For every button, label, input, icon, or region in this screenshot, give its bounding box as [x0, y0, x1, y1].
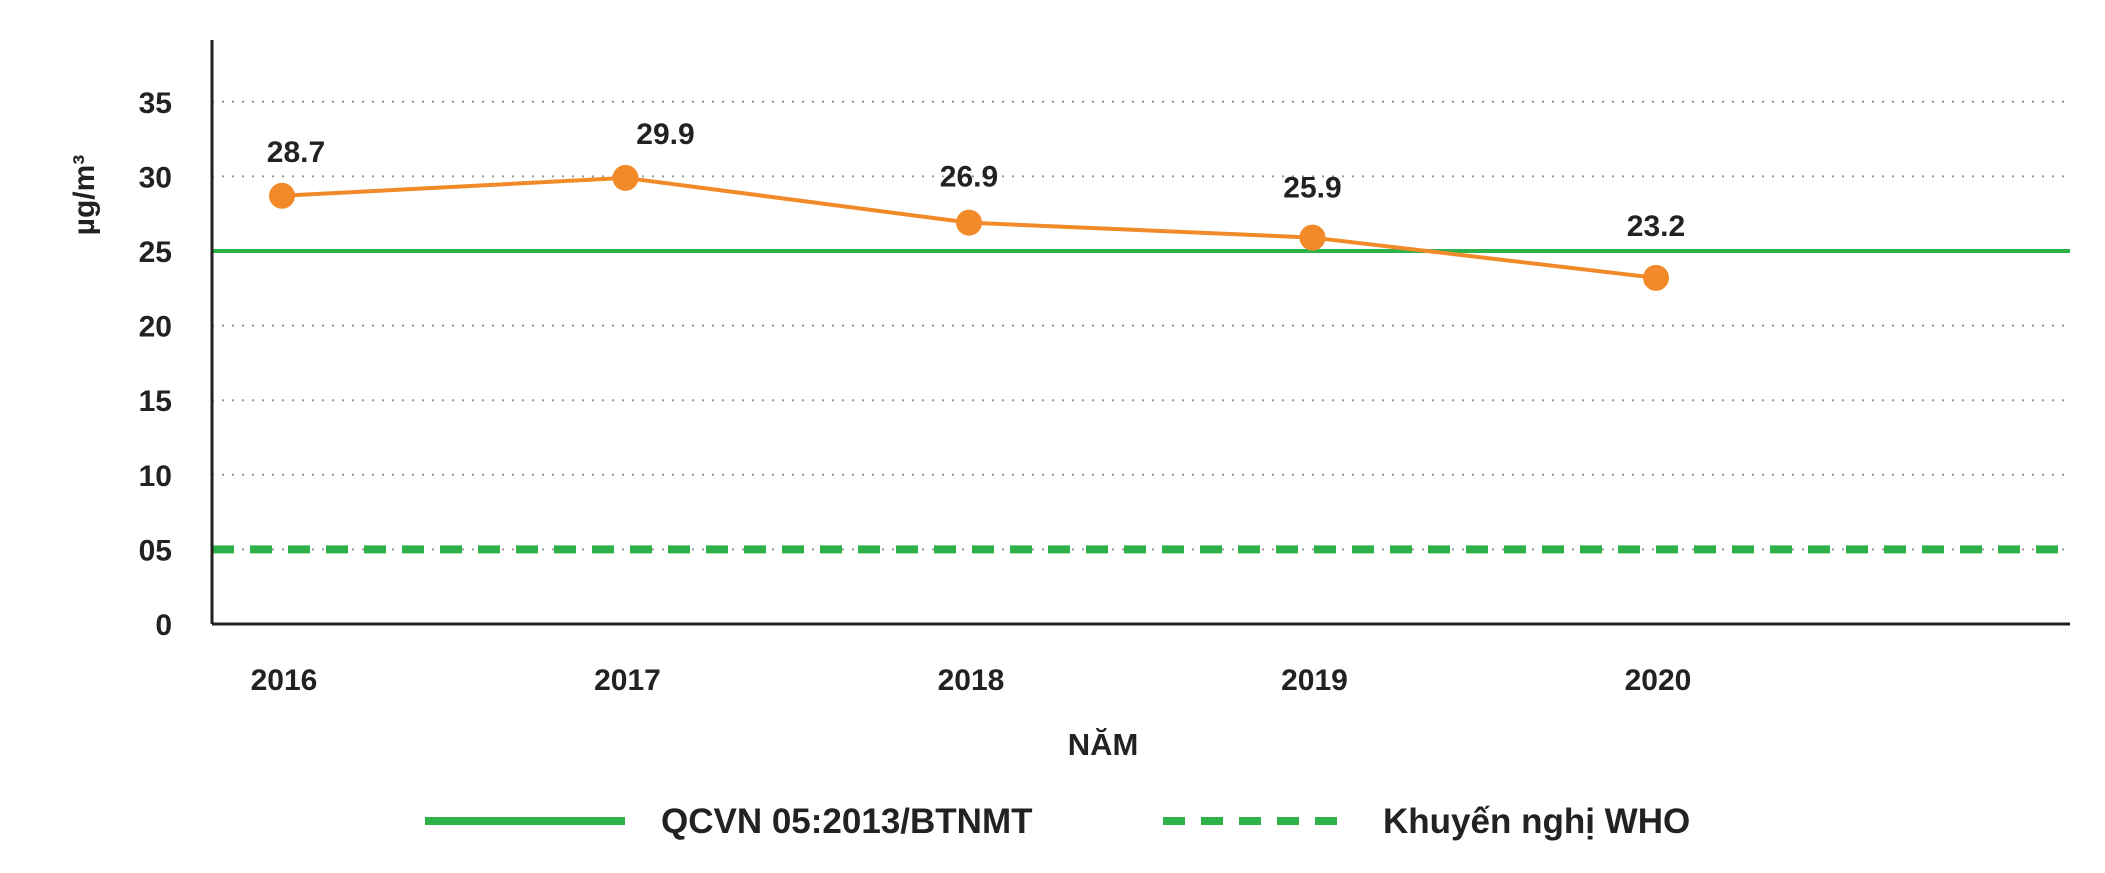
data-point	[612, 164, 639, 191]
y-tick-label: 35	[139, 87, 172, 120]
x-tick-label: 2016	[251, 664, 318, 697]
gridlines	[212, 100, 2070, 551]
y-tick-label: 30	[139, 161, 172, 194]
legend-label-who: Khuyến nghị WHO	[1383, 802, 1690, 841]
y-axis-title: µg/m³	[68, 155, 101, 236]
x-tick-labels: 2016 2017 2018 2019 2020	[251, 664, 1692, 697]
data-label: 28.7	[267, 136, 325, 169]
data-label: 23.2	[1627, 210, 1685, 243]
y-tick-label: 10	[139, 460, 172, 493]
x-axis-title: NĂM	[1068, 727, 1139, 762]
y-tick-label: 20	[139, 311, 172, 344]
y-tick-labels: 0 05 10 15 20 25 30 35	[139, 87, 172, 642]
data-label: 25.9	[1283, 172, 1341, 205]
y-tick-label: 25	[139, 236, 172, 269]
y-tick-label: 0	[155, 609, 172, 642]
data-label: 29.9	[636, 118, 694, 151]
data-label: 26.9	[940, 161, 998, 194]
data-point	[1299, 224, 1326, 251]
data-point	[269, 182, 295, 209]
legend: QCVN 05:2013/BTNMT Khuyến nghị WHO	[425, 802, 1690, 841]
data-points	[269, 164, 1669, 291]
x-tick-label: 2019	[1281, 664, 1348, 697]
y-tick-label: 15	[139, 385, 172, 418]
y-tick-label: 05	[139, 534, 172, 567]
x-tick-label: 2020	[1625, 664, 1692, 697]
data-labels: 28.7 29.9 26.9 25.9 23.2	[267, 118, 1685, 243]
x-tick-label: 2017	[594, 664, 661, 697]
data-point	[1643, 264, 1669, 291]
x-tick-label: 2018	[938, 664, 1005, 697]
axes	[210, 40, 2070, 626]
legend-label-qcvn: QCVN 05:2013/BTNMT	[661, 802, 1032, 841]
data-point	[956, 209, 982, 236]
reference-lines	[212, 249, 2070, 554]
